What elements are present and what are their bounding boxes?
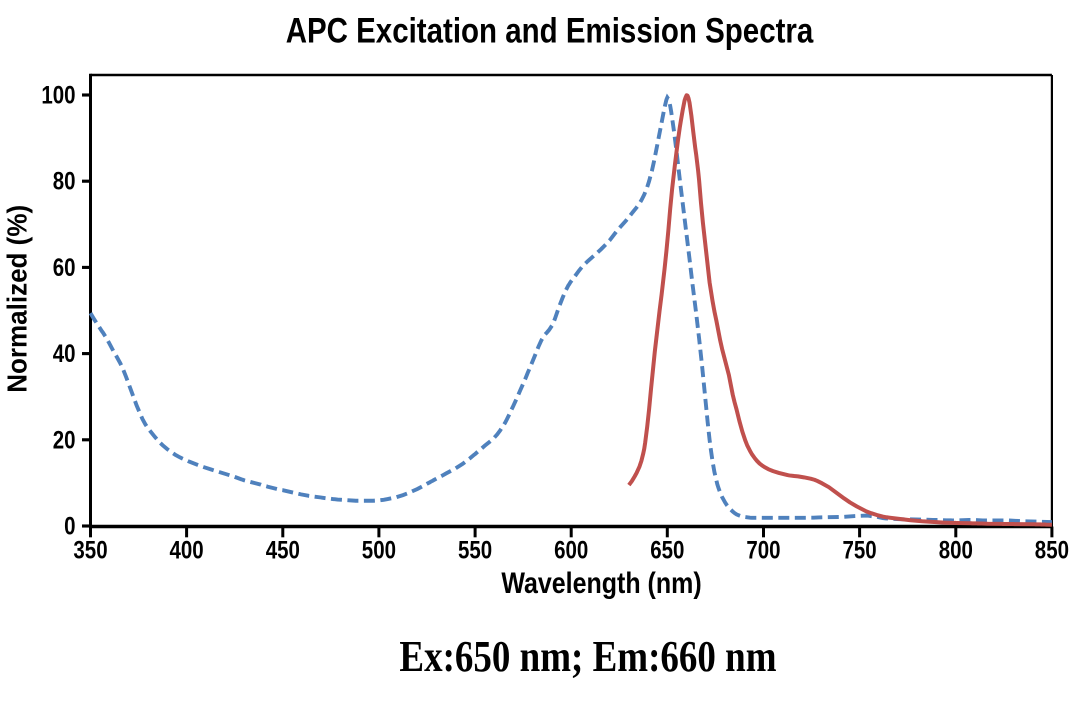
svg-text:450: 450 <box>266 537 300 564</box>
svg-text:APC Excitation and Emission Sp: APC Excitation and Emission Spectra <box>286 11 814 50</box>
svg-text:850: 850 <box>1035 537 1069 564</box>
svg-text:60: 60 <box>53 254 76 281</box>
svg-text:Normalized (%): Normalized (%) <box>2 205 33 393</box>
svg-text:750: 750 <box>843 537 877 564</box>
svg-text:600: 600 <box>554 537 588 564</box>
svg-text:100: 100 <box>41 82 75 109</box>
svg-text:80: 80 <box>53 168 76 195</box>
svg-text:550: 550 <box>458 537 492 564</box>
svg-text:0: 0 <box>64 513 75 540</box>
svg-text:800: 800 <box>939 537 973 564</box>
svg-text:40: 40 <box>53 340 76 367</box>
svg-text:Wavelength (nm): Wavelength (nm) <box>501 566 701 600</box>
svg-text:500: 500 <box>362 537 396 564</box>
svg-text:20: 20 <box>53 427 76 454</box>
svg-text:400: 400 <box>170 537 204 564</box>
svg-text:350: 350 <box>73 537 107 564</box>
svg-text:650: 650 <box>650 537 684 564</box>
svg-text:Ex:650 nm; Em:660 nm: Ex:650 nm; Em:660 nm <box>399 632 776 681</box>
svg-text:700: 700 <box>746 537 780 564</box>
